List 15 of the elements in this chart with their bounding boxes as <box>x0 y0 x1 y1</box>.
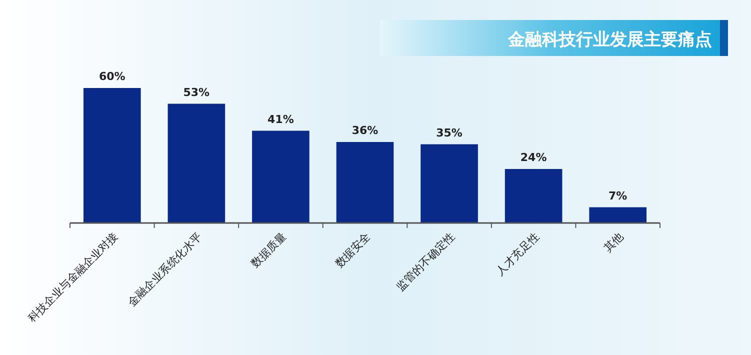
x-tick-label: 金融企业系统化水平 <box>125 230 205 310</box>
data-label: 53% <box>183 86 210 99</box>
data-label: 7% <box>608 189 628 202</box>
x-tick-label: 其他 <box>601 230 626 255</box>
x-tick-label: 数据安全 <box>332 230 374 270</box>
x-tick-label: 人才充足性 <box>494 230 542 278</box>
data-label: 24% <box>520 151 547 164</box>
data-label: 35% <box>436 126 462 140</box>
data-label: 41% <box>268 112 294 126</box>
x-tick-label: 数据质量 <box>248 230 289 270</box>
data-label: 36% <box>352 124 378 137</box>
data-label: 60% <box>98 70 126 83</box>
chart-title: 金融科技行业发展主要痛点 <box>507 30 712 50</box>
x-tick-label: 监管的不确定性 <box>394 230 458 294</box>
x-tick-label: 科技企业与金融企业对接 <box>26 230 120 325</box>
